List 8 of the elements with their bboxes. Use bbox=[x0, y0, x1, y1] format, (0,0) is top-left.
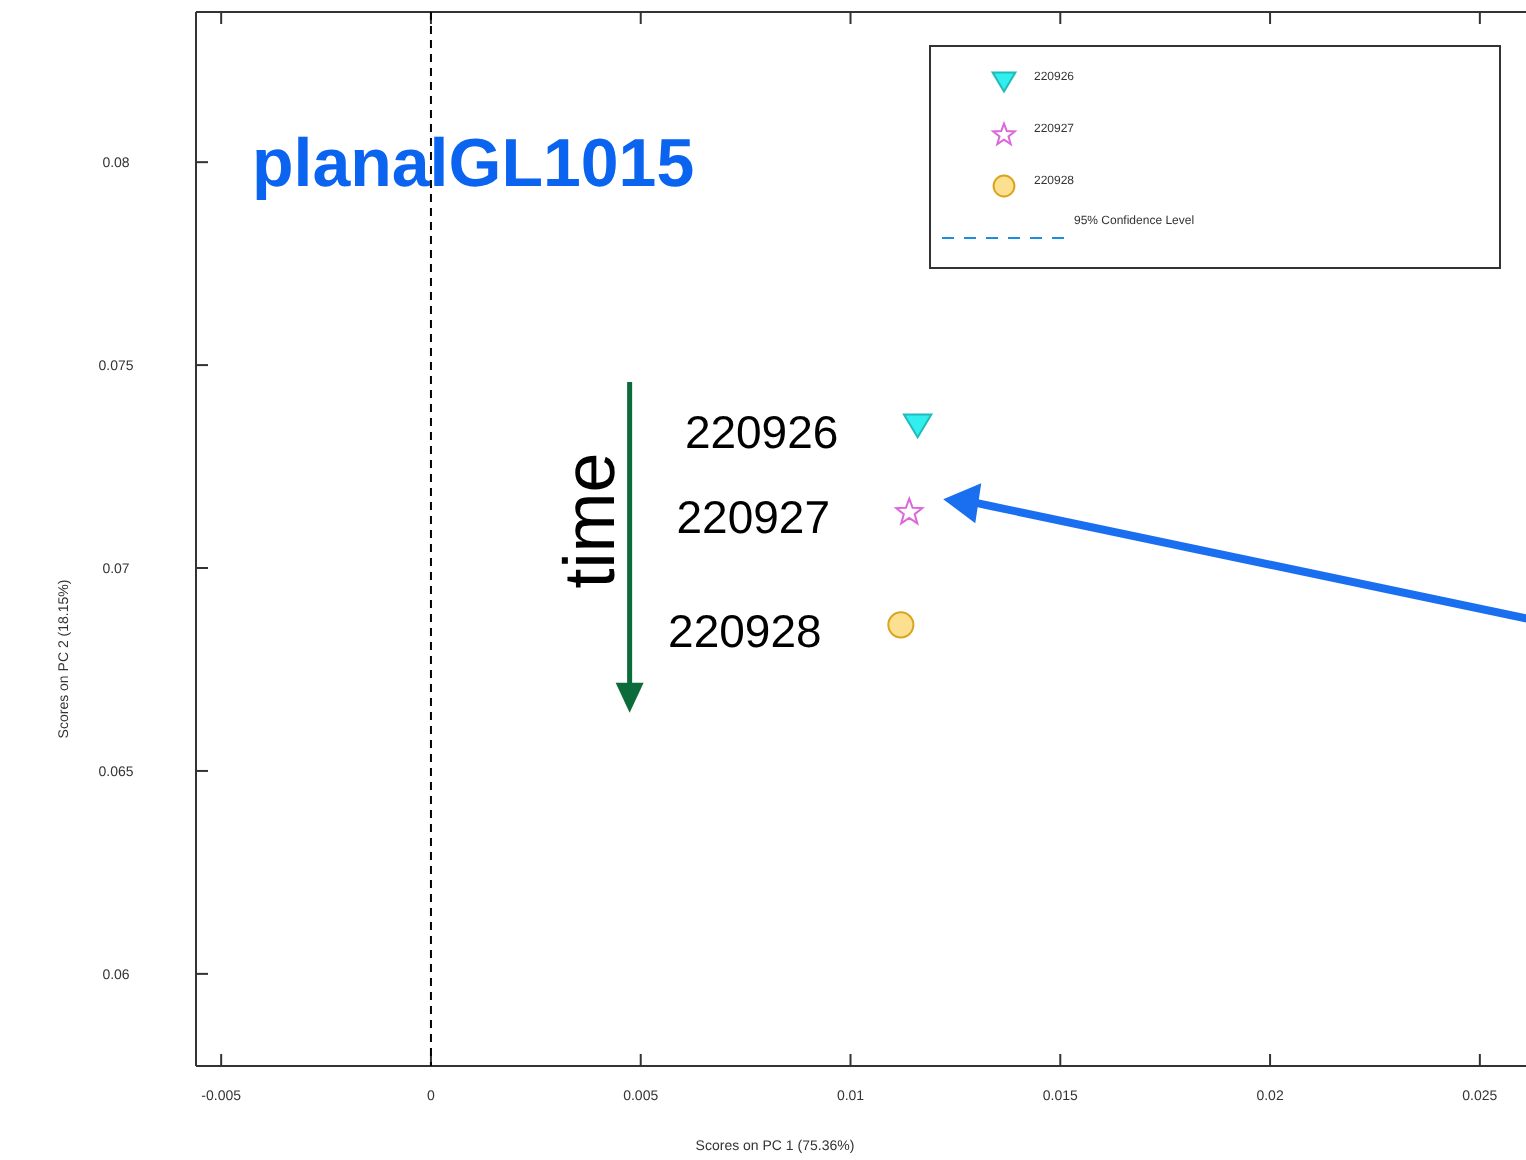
text: planalGL1015 bbox=[252, 126, 695, 202]
point bbox=[902, 413, 933, 439]
annotation: 220927 bbox=[676, 491, 830, 544]
point bbox=[895, 497, 924, 525]
point bbox=[887, 611, 915, 639]
annotation: time bbox=[547, 452, 630, 589]
annotation: 220928 bbox=[668, 604, 822, 657]
annotation: 220926 bbox=[684, 405, 839, 458]
